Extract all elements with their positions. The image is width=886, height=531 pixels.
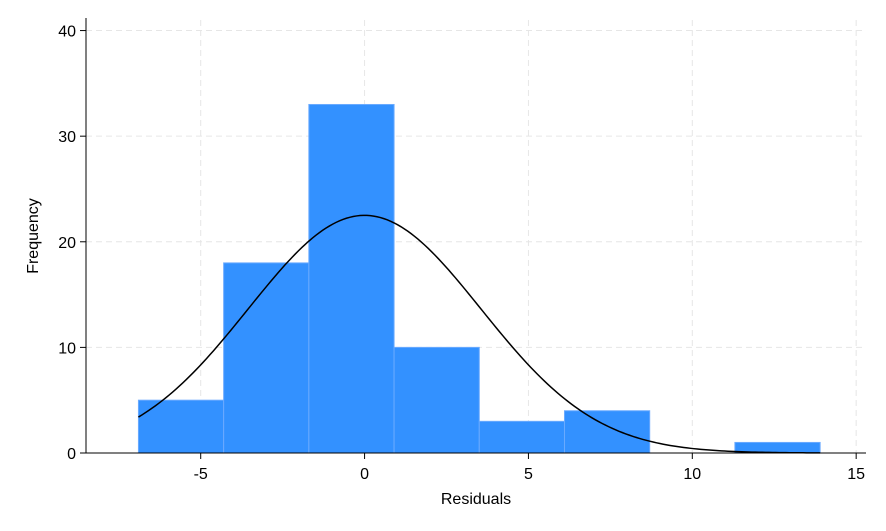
x-tick-label-3: 10 bbox=[683, 466, 701, 483]
x-axis-title: Residuals bbox=[441, 491, 511, 508]
histogram-bar-4 bbox=[478, 420, 565, 454]
histogram-bar-5 bbox=[563, 410, 651, 454]
histogram-bar-1 bbox=[223, 262, 310, 454]
bars-layer bbox=[137, 103, 821, 454]
histogram-bar-3 bbox=[393, 346, 480, 454]
y-tick-label-3: 30 bbox=[58, 129, 76, 146]
axes-layer: 0 10 20 30 40 -5 0 5 10 15 bbox=[58, 18, 866, 483]
x-tick-label-4: 15 bbox=[847, 466, 865, 483]
histogram-bar-0 bbox=[137, 399, 225, 454]
y-tick-label-1: 10 bbox=[58, 340, 76, 357]
x-tick-label-1: 0 bbox=[360, 466, 369, 483]
histogram-bar-2 bbox=[308, 103, 395, 454]
x-tick-label-0: -5 bbox=[194, 466, 208, 483]
curve-layer bbox=[138, 214, 821, 454]
y-tick-label-0: 0 bbox=[67, 446, 76, 463]
y-tick-label-2: 20 bbox=[58, 235, 76, 252]
y-axis-title: Frequency bbox=[25, 198, 42, 274]
x-tick-label-2: 5 bbox=[524, 466, 533, 483]
normal-density-curve bbox=[138, 214, 821, 454]
y-tick-label-4: 40 bbox=[58, 24, 76, 41]
